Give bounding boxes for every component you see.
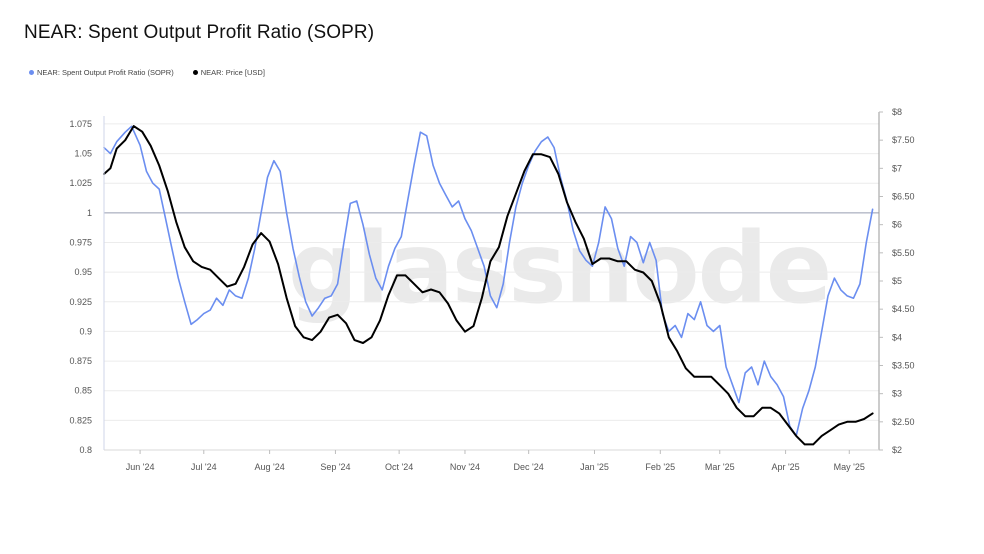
sopr-series-line — [103, 125, 874, 437]
x-tick-label: Jul '24 — [191, 462, 217, 472]
y-right-tick-label: $5.50 — [892, 248, 915, 258]
y-right-tick-label: $4 — [892, 332, 902, 342]
y-right-tick-label: $7 — [892, 163, 902, 173]
y-right-tick-label: $6.50 — [892, 192, 915, 202]
legend-label-price: NEAR: Price [USD] — [200, 68, 265, 77]
legend-label-sopr: NEAR: Spent Output Profit Ratio (SOPR) — [37, 68, 174, 77]
y-left-tick-label: 0.9 — [79, 326, 92, 336]
chart-title: NEAR: Spent Output Profit Ratio (SOPR) — [24, 22, 375, 43]
legend-swatch-sopr — [29, 70, 34, 75]
left-axis-ticks: 0.8 0.825 0.85 0.875 0.9 0.925 0.95 0.975 1 1.025… — [69, 119, 92, 455]
legend-item-sopr[interactable]: NEAR: Spent Output Profit Ratio (SOPR) — [29, 68, 174, 77]
x-tick-label: Sep '24 — [320, 462, 350, 472]
x-tick-label: Feb '25 — [645, 462, 675, 472]
x-tick-label: Oct '24 — [385, 462, 413, 472]
y-left-tick-label: 0.825 — [69, 415, 92, 425]
y-right-tick-label: $4.50 — [892, 304, 915, 314]
x-tick-label: Apr '25 — [771, 462, 799, 472]
y-right-tick-label: $7.50 — [892, 135, 915, 145]
y-left-tick-label: 1.05 — [74, 149, 92, 159]
x-tick-label: Nov '24 — [450, 462, 480, 472]
y-right-tick-label: $5 — [892, 276, 902, 286]
legend-swatch-price — [192, 70, 198, 75]
x-tick-label: Jan '25 — [580, 462, 609, 472]
y-right-tick-label: $8 — [892, 107, 902, 117]
y-left-tick-label: 1 — [87, 208, 92, 218]
y-left-tick-label: 0.925 — [69, 297, 92, 307]
x-axis-ticks: Jun '24 Jul '24 Aug '24 Sep '24 Oct '24 Nov '… — [126, 450, 865, 472]
y-left-tick-label: 0.875 — [69, 356, 92, 366]
y-left-tick-label: 0.95 — [74, 267, 92, 277]
y-left-tick-label: 1.025 — [69, 178, 92, 188]
series-lines — [103, 125, 874, 446]
x-tick-label: Dec '24 — [514, 462, 544, 472]
y-right-tick-label: $3 — [892, 389, 902, 399]
y-left-tick-label: 0.8 — [79, 445, 92, 455]
x-tick-label: Jun '24 — [126, 462, 155, 472]
legend-item-price[interactable]: NEAR: Price [USD] — [192, 68, 265, 77]
price-series-line — [103, 125, 874, 446]
y-left-tick-label: 0.85 — [74, 386, 92, 396]
y-left-tick-label: 1.075 — [69, 119, 92, 129]
watermark: glassnode — [288, 212, 830, 326]
x-tick-label: May '25 — [834, 462, 865, 472]
x-tick-label: Mar '25 — [705, 462, 735, 472]
y-left-tick-label: 0.975 — [69, 238, 92, 248]
y-right-tick-label: $3.50 — [892, 361, 915, 371]
right-axis-ticks: $2 $2.50 $3 $3.50 $4 $4.50 $5 $5.50 $6 $6.50 $7 $7.… — [879, 107, 915, 455]
x-tick-label: Aug '24 — [254, 462, 284, 472]
y-right-tick-label: $2.50 — [892, 417, 915, 427]
legend: NEAR: Spent Output Profit Ratio (SOPR) N… — [29, 68, 284, 77]
y-right-tick-label: $2 — [892, 445, 902, 455]
y-right-tick-label: $6 — [892, 220, 902, 230]
